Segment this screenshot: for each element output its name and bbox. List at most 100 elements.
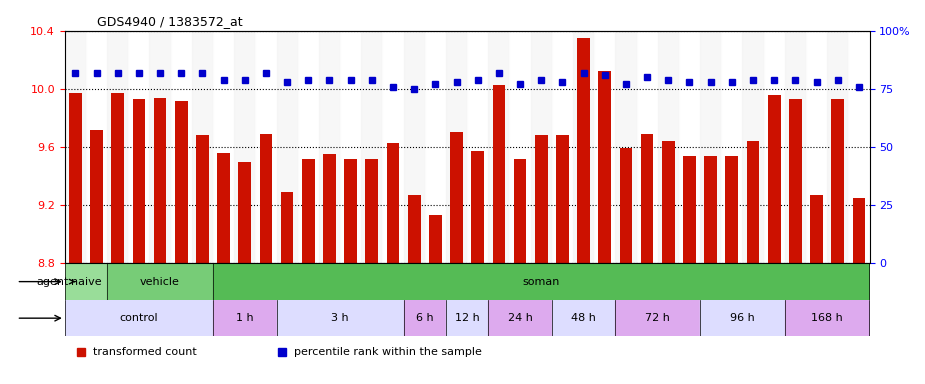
Text: control: control — [119, 313, 158, 323]
Bar — [365, 159, 378, 263]
Bar — [746, 141, 759, 263]
Bar — [129, 31, 150, 263]
Bar — [513, 159, 526, 263]
Bar — [768, 95, 781, 263]
Bar — [277, 31, 298, 263]
Bar — [132, 99, 145, 263]
Bar — [641, 134, 653, 263]
Bar — [213, 31, 234, 263]
Bar — [784, 300, 870, 336]
Bar — [662, 141, 674, 263]
Bar — [598, 71, 611, 263]
Text: 48 h: 48 h — [571, 313, 596, 323]
Bar — [704, 156, 717, 263]
Bar — [615, 31, 636, 263]
Bar — [255, 31, 277, 263]
Bar — [573, 31, 594, 263]
Bar — [340, 31, 362, 263]
Bar — [446, 31, 467, 263]
Text: 24 h: 24 h — [508, 313, 533, 323]
Bar — [382, 31, 403, 263]
Bar — [832, 99, 845, 263]
Bar — [111, 93, 124, 263]
Bar — [848, 31, 869, 263]
Bar — [535, 136, 548, 263]
Text: agent: agent — [37, 276, 75, 286]
Bar — [107, 31, 129, 263]
Bar — [620, 149, 633, 263]
Bar — [319, 31, 340, 263]
Bar — [531, 31, 552, 263]
Bar — [784, 31, 806, 263]
Bar — [196, 136, 209, 263]
Bar — [806, 31, 827, 263]
Bar — [764, 31, 784, 263]
Text: soman: soman — [523, 276, 560, 286]
Text: 3 h: 3 h — [331, 313, 349, 323]
Bar — [69, 93, 81, 263]
Bar — [323, 154, 336, 263]
Bar — [510, 31, 531, 263]
Bar — [446, 300, 488, 336]
Bar — [552, 300, 615, 336]
Bar — [810, 195, 823, 263]
Bar — [425, 31, 446, 263]
Bar — [107, 263, 213, 300]
Bar — [277, 300, 403, 336]
Bar — [170, 31, 191, 263]
Bar — [700, 31, 722, 263]
Bar — [408, 195, 421, 263]
Bar — [281, 192, 293, 263]
Bar — [615, 300, 700, 336]
Bar — [260, 134, 272, 263]
Bar — [234, 31, 255, 263]
Bar — [403, 300, 446, 336]
Text: 168 h: 168 h — [811, 313, 843, 323]
Text: 96 h: 96 h — [730, 313, 755, 323]
Bar — [556, 136, 569, 263]
Bar — [302, 159, 314, 263]
Bar — [429, 215, 442, 263]
Bar — [298, 31, 319, 263]
Bar — [594, 31, 615, 263]
Bar — [403, 31, 425, 263]
Bar — [488, 300, 552, 336]
Bar — [636, 31, 658, 263]
Bar — [86, 31, 107, 263]
Bar — [725, 156, 738, 263]
Text: 12 h: 12 h — [455, 313, 479, 323]
Bar — [743, 31, 764, 263]
Bar — [488, 31, 510, 263]
Text: 1 h: 1 h — [236, 313, 253, 323]
Text: GDS4940 / 1383572_at: GDS4940 / 1383572_at — [97, 15, 242, 28]
Bar — [450, 132, 462, 263]
Bar — [65, 300, 213, 336]
Bar — [700, 300, 784, 336]
Bar — [684, 156, 696, 263]
Text: transformed count: transformed count — [92, 348, 197, 358]
Bar — [175, 101, 188, 263]
Bar — [552, 31, 573, 263]
Text: 72 h: 72 h — [646, 313, 670, 323]
Bar — [344, 159, 357, 263]
Bar — [90, 129, 103, 263]
Bar — [827, 31, 848, 263]
Text: vehicle: vehicle — [140, 276, 180, 286]
Bar — [65, 263, 107, 300]
Bar — [679, 31, 700, 263]
Bar — [492, 84, 505, 263]
Bar — [387, 143, 400, 263]
Bar — [150, 31, 170, 263]
Bar — [789, 99, 802, 263]
Bar — [154, 98, 166, 263]
Bar — [853, 198, 865, 263]
Bar — [722, 31, 743, 263]
Bar — [213, 263, 870, 300]
Bar — [658, 31, 679, 263]
Bar — [472, 151, 484, 263]
Bar — [467, 31, 488, 263]
Bar — [213, 300, 277, 336]
Text: percentile rank within the sample: percentile rank within the sample — [294, 348, 482, 358]
Text: naive: naive — [70, 276, 101, 286]
Text: 6 h: 6 h — [416, 313, 434, 323]
